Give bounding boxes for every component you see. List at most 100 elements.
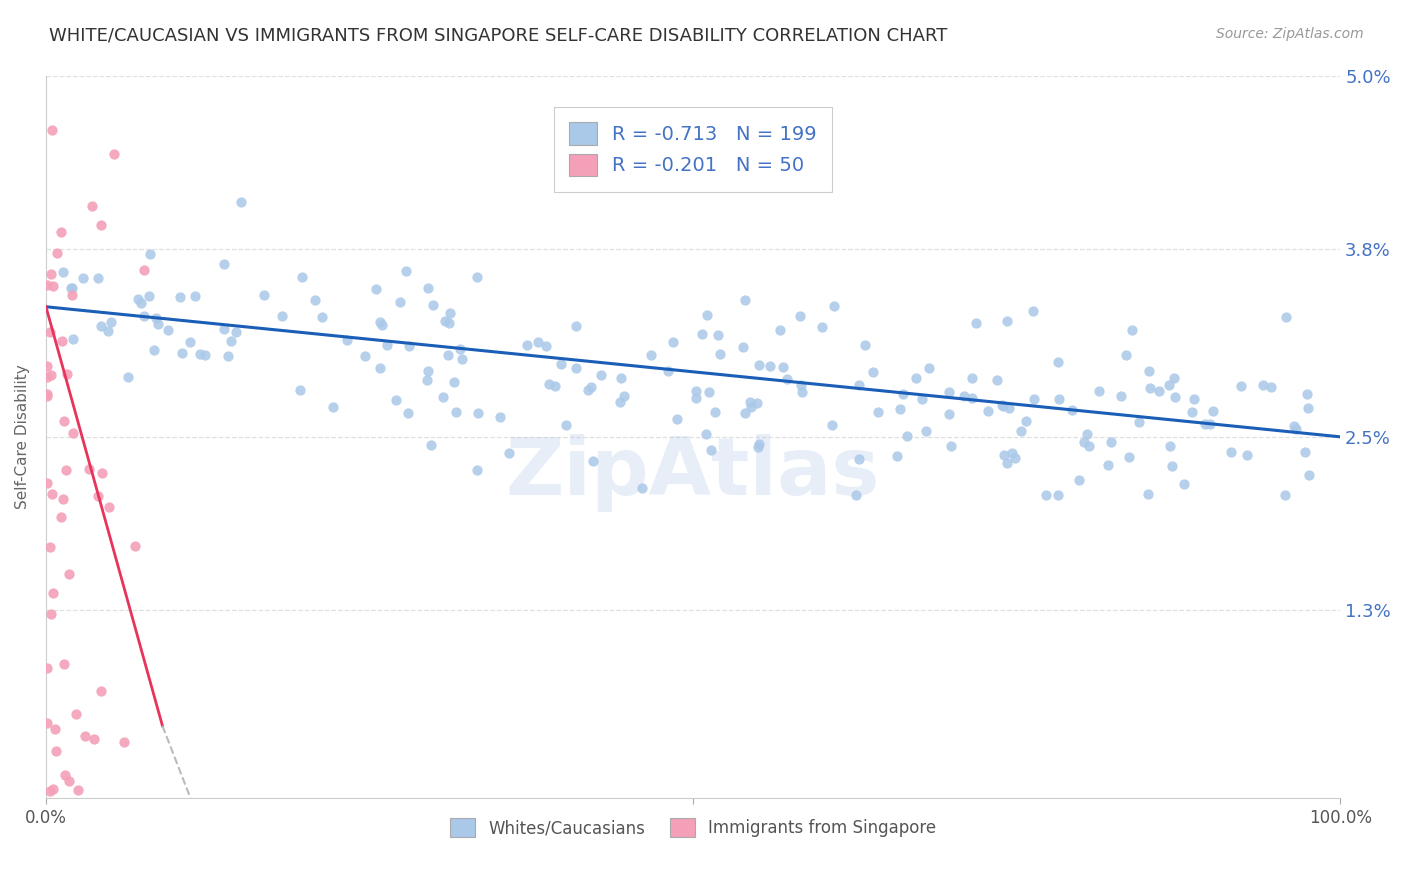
Point [416,364,439,378]
Y-axis label: Self-Care Disability: Self-Care Disability [15,365,30,509]
Point [1128,415,1150,429]
Point [695,427,717,442]
Point [465,463,488,477]
Point [37,661,59,675]
Point [56,367,79,381]
Text: Source: ZipAtlas.com: Source: ZipAtlas.com [1216,27,1364,41]
Point [690,327,713,342]
Point [1046,355,1069,369]
Point [148,318,170,332]
Point [53,657,76,672]
Point [952,388,974,402]
Point [997,401,1019,416]
Point [451,352,474,367]
Point [395,264,418,278]
Point [87,489,110,503]
Point [179,335,201,350]
Point [613,389,636,403]
Point [776,371,799,385]
Point [132,309,155,323]
Point [212,257,235,271]
Point [368,361,391,376]
Point [1099,435,1122,450]
Point [1274,310,1296,324]
Point [437,348,460,362]
Point [960,371,983,385]
Point [170,346,193,360]
Point [77,462,100,476]
Point [51,491,73,506]
Point [1157,378,1180,392]
Point [962,391,984,405]
Point [810,319,832,334]
Point [219,334,242,348]
Point [516,338,538,352]
Point [759,359,782,373]
Point [993,448,1015,462]
Point [45,744,67,758]
Point [49,225,72,239]
Point [1022,304,1045,318]
Point [37,370,59,384]
Point [52,265,75,279]
Point [565,360,588,375]
Point [96,324,118,338]
Point [145,310,167,325]
Point [731,340,754,354]
Point [555,418,578,433]
Point [662,335,685,350]
Point [41,586,63,600]
Point [55,463,77,477]
Point [138,247,160,261]
Point [46,246,69,260]
Point [1137,364,1160,378]
Point [1260,380,1282,394]
Point [1202,403,1225,417]
Point [134,263,156,277]
Point [821,418,844,433]
Point [941,438,963,452]
Point [1047,392,1070,406]
Point [938,407,960,421]
Point [432,390,454,404]
Point [488,410,510,425]
Point [1004,451,1026,466]
Point [83,732,105,747]
Point [384,393,406,408]
Point [42,781,65,796]
Point [184,288,207,302]
Point [90,466,112,480]
Point [465,270,488,285]
Point [117,370,139,384]
Point [90,218,112,232]
Point [65,707,87,722]
Point [112,735,135,749]
Point [193,348,215,362]
Point [631,481,654,495]
Point [550,357,572,371]
Point [905,371,928,385]
Point [886,449,908,463]
Point [891,387,914,401]
Point [579,380,602,394]
Point [699,443,721,458]
Point [37,359,59,373]
Point [446,405,468,419]
Point [1118,450,1140,464]
Point [53,768,76,782]
Point [62,332,84,346]
Point [368,314,391,328]
Point [792,384,814,399]
Point [38,784,60,798]
Point [748,437,770,451]
Point [640,348,662,362]
Point [685,384,707,398]
Point [1137,487,1160,501]
Point [986,373,1008,387]
Point [439,306,461,320]
Point [1164,390,1187,404]
Point [866,405,889,419]
Point [39,325,62,339]
Point [582,454,605,468]
Point [889,401,911,416]
